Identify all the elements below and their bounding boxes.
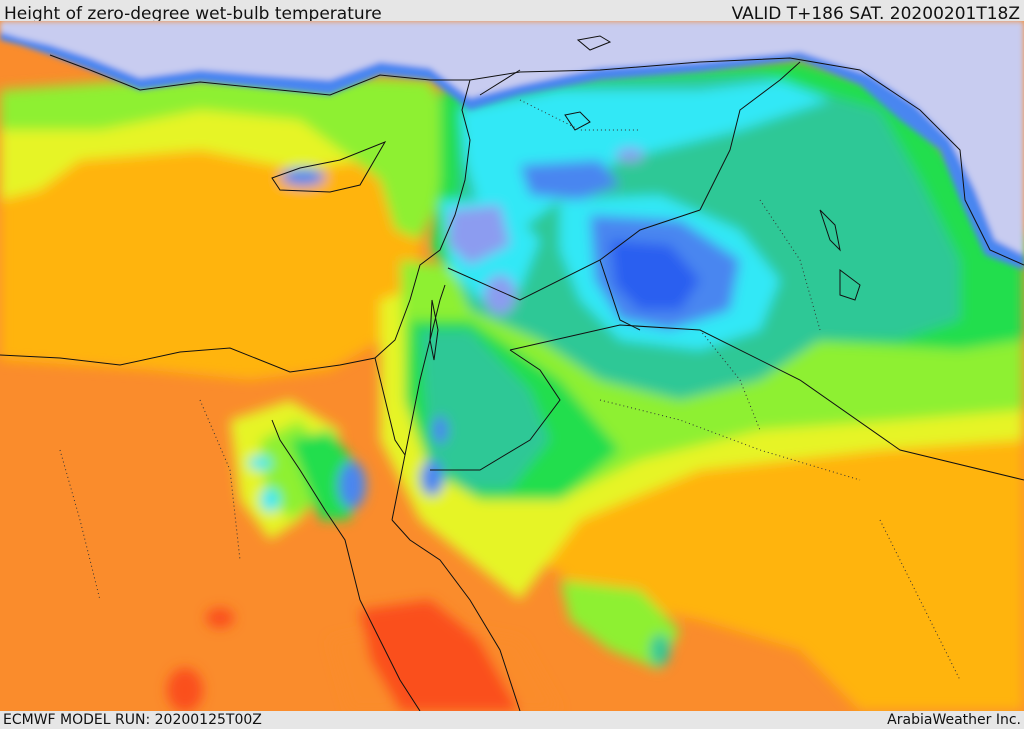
- map-canvas: [0, 21, 1024, 711]
- credit-label: ArabiaWeather Inc.: [887, 712, 1021, 728]
- temperature-field: [0, 60, 1024, 711]
- map-title: Height of zero-degree wet-bulb temperatu…: [4, 4, 382, 24]
- valid-time: VALID T+186 SAT. 20200201T18Z: [731, 4, 1020, 24]
- footer-bar: ECMWF MODEL RUN: 20200125T00Z ArabiaWeat…: [0, 711, 1024, 729]
- province-lines: [59, 99, 961, 681]
- weather-map[interactable]: [0, 21, 1024, 711]
- model-run: ECMWF MODEL RUN: 20200125T00Z: [3, 712, 262, 728]
- below-zero-region: [0, 21, 1024, 270]
- header-bar: Height of zero-degree wet-bulb temperatu…: [0, 0, 1024, 24]
- coastlines-borders: [0, 35, 1024, 711]
